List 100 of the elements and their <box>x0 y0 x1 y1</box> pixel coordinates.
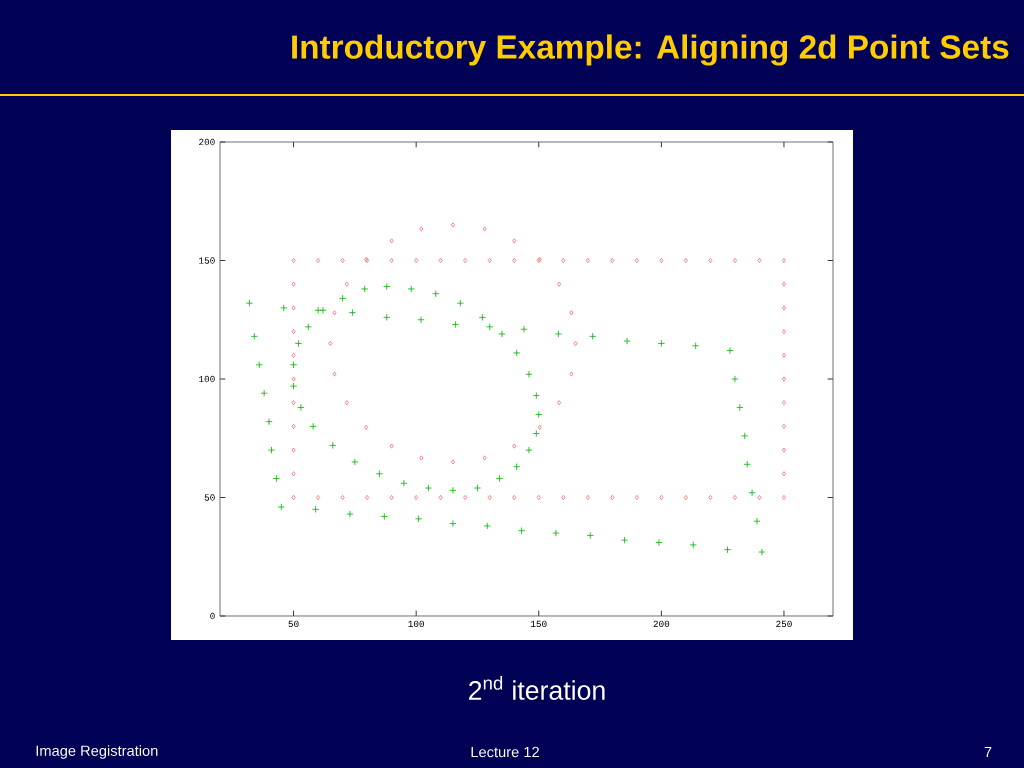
point <box>495 474 504 483</box>
point <box>748 489 756 497</box>
point <box>478 313 486 321</box>
point <box>482 455 487 461</box>
point <box>537 424 542 430</box>
text: 7 <box>984 746 992 758</box>
x-tick-label: 50 <box>288 620 299 628</box>
point <box>451 320 459 329</box>
y-tick-label: 100 <box>199 375 215 383</box>
point <box>532 429 540 438</box>
point <box>512 257 517 264</box>
point <box>291 281 296 287</box>
point <box>483 522 491 530</box>
point <box>291 447 296 453</box>
x-tick-label: 200 <box>653 620 670 628</box>
point <box>758 548 766 556</box>
point <box>340 494 345 501</box>
point <box>304 323 312 331</box>
point <box>781 447 786 453</box>
point <box>513 349 521 357</box>
point <box>245 299 254 307</box>
point <box>361 285 369 293</box>
point <box>708 257 713 264</box>
point <box>781 376 786 382</box>
point <box>741 432 749 440</box>
point <box>689 541 697 549</box>
point <box>346 510 354 518</box>
point <box>417 316 425 324</box>
point <box>291 329 296 335</box>
point <box>389 257 394 264</box>
point <box>743 460 751 468</box>
point <box>536 494 541 501</box>
x-tick-label: 250 <box>776 620 792 628</box>
point <box>589 332 597 340</box>
point <box>655 538 663 547</box>
point <box>525 370 533 378</box>
y-tick-label: 200 <box>199 138 215 146</box>
point <box>634 494 639 501</box>
point <box>512 238 517 244</box>
point <box>339 294 347 303</box>
point <box>692 342 700 350</box>
point <box>277 503 285 511</box>
point <box>289 382 298 390</box>
point <box>414 494 419 501</box>
y-tick-label: 150 <box>199 257 215 264</box>
point <box>424 484 433 492</box>
point <box>438 257 443 264</box>
point <box>569 310 574 316</box>
point <box>449 519 457 528</box>
point <box>380 512 388 521</box>
point <box>291 257 296 264</box>
point <box>348 309 357 317</box>
point <box>659 257 664 264</box>
point <box>726 346 734 355</box>
point <box>291 305 296 311</box>
point <box>351 458 359 466</box>
point <box>732 257 737 264</box>
point <box>309 422 317 430</box>
point <box>383 313 391 321</box>
point <box>250 332 258 340</box>
point <box>438 494 443 501</box>
point <box>585 494 590 501</box>
point <box>781 400 786 406</box>
point <box>757 257 762 264</box>
point <box>449 486 457 494</box>
point <box>781 352 786 358</box>
y-tick-label: 50 <box>204 494 215 501</box>
point <box>383 282 391 291</box>
point <box>267 446 276 454</box>
point <box>344 400 349 406</box>
point <box>291 471 296 477</box>
point <box>569 371 574 377</box>
point <box>272 474 280 483</box>
point <box>554 330 562 338</box>
point <box>332 310 337 316</box>
point <box>525 446 533 454</box>
point <box>781 329 786 335</box>
point <box>314 306 322 314</box>
point <box>297 403 305 412</box>
y-tick-label: 0 <box>210 612 215 620</box>
point <box>498 330 506 338</box>
point <box>316 494 321 501</box>
point <box>316 257 321 264</box>
point <box>291 494 296 501</box>
point <box>561 257 566 264</box>
point <box>781 494 786 501</box>
point <box>552 529 560 537</box>
point <box>610 257 615 264</box>
point <box>736 403 744 412</box>
point <box>512 443 517 449</box>
point <box>561 494 566 501</box>
point <box>610 494 615 501</box>
point <box>781 281 786 287</box>
point <box>620 536 629 544</box>
point <box>723 546 732 554</box>
point <box>280 304 288 312</box>
point <box>753 517 761 525</box>
x-tick-label: 150 <box>531 620 547 628</box>
chart-title: Introductory Example: Aligning 2d Point Sets <box>292 34 1009 66</box>
point <box>486 323 494 331</box>
